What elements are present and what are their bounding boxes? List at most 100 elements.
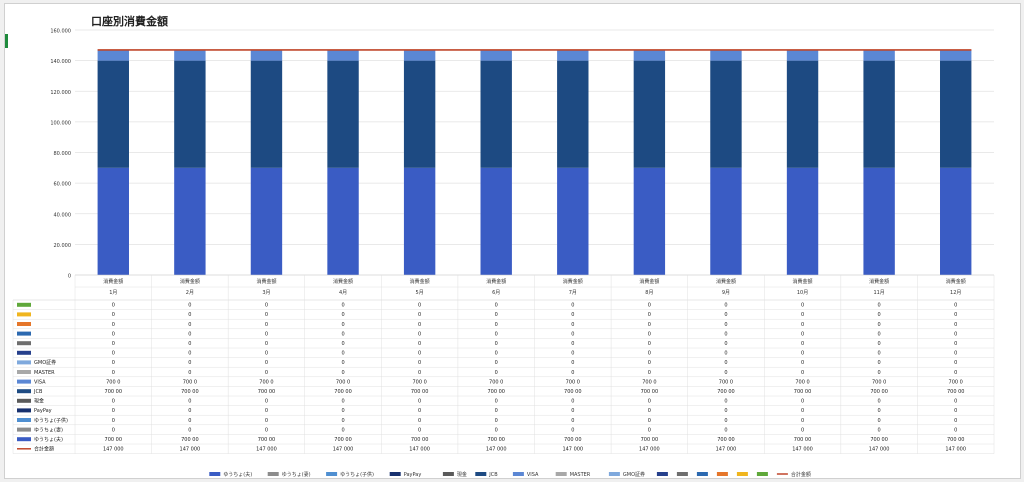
- row-value: 0: [954, 351, 957, 357]
- bar-3-5: [327, 60, 359, 168]
- row-value: 0: [495, 322, 498, 328]
- row-value: 0: [112, 408, 115, 414]
- row-value: 147 000: [869, 447, 890, 453]
- row-value: 0: [418, 351, 421, 357]
- row-value: 147 000: [409, 447, 430, 453]
- legend-label: VISA: [527, 472, 539, 478]
- row-key-swatch: [17, 427, 31, 432]
- row-value: 0: [801, 351, 804, 357]
- legend-key-swatch: [656, 472, 668, 476]
- row-value: 0: [188, 351, 191, 357]
- row-value: 700 00: [487, 389, 505, 395]
- row-value: 700 0: [183, 379, 197, 385]
- row-key-swatch: [17, 379, 31, 384]
- bar-6-6: [557, 49, 589, 61]
- row-value: 0: [112, 399, 115, 405]
- row-value: 147 000: [486, 447, 507, 453]
- bar-6-5: [557, 60, 589, 168]
- row-value: 147 000: [103, 447, 124, 453]
- row-value: 0: [495, 360, 498, 366]
- row-value: 0: [112, 370, 115, 376]
- row-value: 0: [418, 331, 421, 337]
- category-group-label: 消費金額: [563, 278, 583, 285]
- row-key-swatch: [17, 370, 31, 374]
- row-value: 0: [954, 399, 957, 405]
- row-value: 0: [878, 399, 881, 405]
- row-value: 0: [954, 408, 957, 414]
- row-value: 0: [724, 303, 727, 309]
- row-value: 700 00: [411, 389, 429, 395]
- legend-key-swatch: [696, 472, 708, 476]
- row-value: 0: [188, 370, 191, 376]
- row-value: 0: [112, 303, 115, 309]
- row-key-swatch: [17, 302, 31, 307]
- row-value: 700 0: [642, 379, 656, 385]
- row-value: 0: [801, 370, 804, 376]
- row-value: 0: [341, 427, 344, 433]
- row-key-swatch: [17, 360, 31, 365]
- row-value: 700 00: [105, 437, 123, 443]
- row-value: 0: [495, 418, 498, 424]
- row-value: 0: [878, 303, 881, 309]
- row-value: 0: [341, 399, 344, 405]
- row-value: 700 00: [717, 389, 735, 395]
- row-value: 0: [954, 370, 957, 376]
- category-group-label: 消費金額: [946, 278, 966, 285]
- row-label: PayPay: [34, 408, 52, 414]
- row-value: 0: [341, 322, 344, 328]
- row-value: 0: [112, 322, 115, 328]
- bar-2-6: [250, 49, 283, 61]
- row-value: 0: [801, 331, 804, 337]
- row-value: 0: [801, 399, 804, 405]
- row-value: 0: [341, 351, 344, 357]
- row-value: 0: [648, 341, 651, 347]
- row-value: 0: [188, 408, 191, 414]
- row-value: 0: [801, 427, 804, 433]
- row-value: 0: [265, 341, 268, 347]
- chart-title: 口座別消費金額: [91, 15, 168, 28]
- row-value: 0: [724, 341, 727, 347]
- category-label: 6月: [492, 290, 500, 296]
- row-key-swatch: [17, 389, 31, 394]
- row-value: 0: [112, 341, 115, 347]
- row-value: 0: [112, 331, 115, 337]
- row-label: 現金: [34, 398, 44, 405]
- row-value: 700 0: [336, 379, 350, 385]
- row-value: 0: [265, 399, 268, 405]
- row-value: 700 00: [105, 389, 123, 395]
- row-value: 0: [954, 322, 957, 328]
- row-value: 0: [265, 331, 268, 337]
- row-value: 0: [341, 360, 344, 366]
- row-label: JCB: [33, 389, 43, 395]
- row-value: 0: [112, 351, 115, 357]
- row-value: 0: [418, 408, 421, 414]
- category-group-label: 消費金額: [869, 278, 889, 285]
- row-value: 0: [265, 303, 268, 309]
- row-key-swatch: [17, 408, 31, 413]
- legend-key-swatch: [326, 472, 338, 476]
- row-value: 0: [648, 322, 651, 328]
- y-tick-label: 160.000: [50, 29, 71, 35]
- row-value: 0: [418, 399, 421, 405]
- row-value: 0: [724, 370, 727, 376]
- row-value: 0: [265, 322, 268, 328]
- row-key-swatch: [17, 322, 31, 326]
- row-value: 147 000: [792, 447, 813, 453]
- row-value: 0: [878, 418, 881, 424]
- row-value: 700 00: [258, 437, 276, 443]
- row-value: 0: [724, 399, 727, 405]
- row-value: 700 00: [641, 437, 659, 443]
- legend-label: ゆうちょ(夫): [223, 471, 252, 478]
- bar-6-0: [557, 167, 589, 275]
- row-value: 0: [571, 370, 574, 376]
- bar-7-0: [633, 167, 666, 275]
- row-value: 0: [724, 418, 727, 424]
- row-value: 700 00: [411, 437, 429, 443]
- bar-8-5: [710, 60, 742, 168]
- row-value: 0: [801, 312, 804, 318]
- row-value: 0: [495, 312, 498, 318]
- category-label: 12月: [950, 290, 961, 296]
- row-value: 0: [341, 408, 344, 414]
- row-value: 147 000: [639, 447, 660, 453]
- legend-key-swatch: [475, 472, 487, 476]
